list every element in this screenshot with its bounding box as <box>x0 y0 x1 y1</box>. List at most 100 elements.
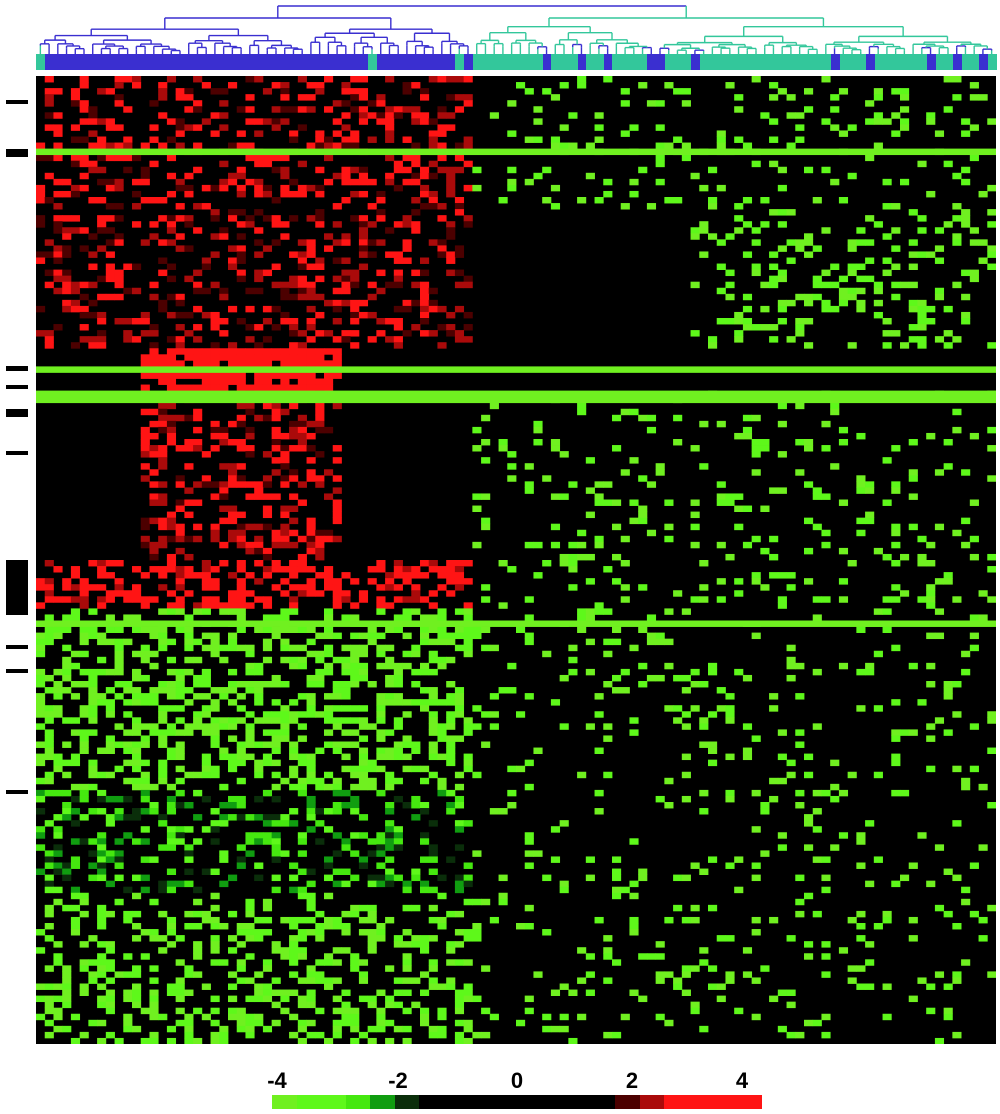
column-class-teal <box>962 54 971 70</box>
heatmap-cell <box>167 518 176 524</box>
heatmap-cell <box>376 584 385 590</box>
heatmap-cell <box>71 300 80 306</box>
heatmap-cell <box>472 723 481 729</box>
heatmap-cell <box>376 699 385 705</box>
heatmap-cell <box>961 130 970 136</box>
heatmap-cell <box>184 415 193 421</box>
heatmap-cell <box>333 276 342 282</box>
heatmap-cell <box>176 832 185 838</box>
heatmap-cell <box>141 536 150 542</box>
heatmap-cell <box>350 130 359 136</box>
heatmap-cell <box>289 475 298 481</box>
heatmap-cell <box>394 596 403 602</box>
heatmap-cell <box>176 977 185 983</box>
heatmap-cell <box>499 197 508 203</box>
heatmap-cell <box>193 427 202 433</box>
heatmap-cell <box>97 923 106 929</box>
heatmap-cell <box>132 893 141 899</box>
heatmap-cell <box>673 875 682 881</box>
heatmap-cell <box>184 106 193 112</box>
heatmap-cell <box>80 306 89 312</box>
heatmap-cell <box>211 536 220 542</box>
heatmap-cell <box>36 760 45 766</box>
heatmap-cell <box>245 354 254 360</box>
heatmap-cell <box>691 596 700 602</box>
heatmap-cell <box>88 633 97 639</box>
heatmap-cell <box>577 409 586 415</box>
heatmap-cell <box>307 457 316 463</box>
heatmap-cell <box>184 844 193 850</box>
heatmap-cell <box>961 312 970 318</box>
heatmap-cell <box>368 221 377 227</box>
heatmap-cell <box>71 681 80 687</box>
heatmap-cell <box>158 729 167 735</box>
heatmap-cell <box>341 663 350 669</box>
heatmap-cell <box>167 802 176 808</box>
heatmap-cell <box>376 100 385 106</box>
heatmap-cell <box>429 173 438 179</box>
heatmap-cell <box>350 94 359 100</box>
heatmap-cell <box>725 294 734 300</box>
heatmap-cell <box>289 179 298 185</box>
heatmap-cell <box>167 784 176 790</box>
heatmap-cell <box>647 203 656 209</box>
heatmap-cell <box>97 838 106 844</box>
heatmap-cell <box>237 681 246 687</box>
heatmap-cell <box>176 778 185 784</box>
heatmap-cell <box>158 409 167 415</box>
heatmap-cell <box>403 953 412 959</box>
heatmap-cell <box>403 941 412 947</box>
heatmap-cell <box>245 742 254 748</box>
heatmap-cell <box>961 651 970 657</box>
heatmap-cell <box>228 947 237 953</box>
heatmap-cell <box>53 953 62 959</box>
heatmap-cell <box>254 742 263 748</box>
heatmap-cell <box>245 687 254 693</box>
heatmap-cell <box>813 826 822 832</box>
heatmap-cell <box>359 959 368 965</box>
heatmap-cell <box>472 923 481 929</box>
heatmap-cell <box>891 487 900 493</box>
heatmap-cell <box>717 596 726 602</box>
heatmap-cell <box>158 457 167 463</box>
heatmap-cell <box>368 1002 377 1008</box>
heatmap-cell <box>176 372 185 378</box>
heatmap-cell <box>795 439 804 445</box>
heatmap-cell <box>115 185 124 191</box>
heatmap-cell <box>193 360 202 366</box>
heatmap-cell <box>45 856 54 862</box>
heatmap-cell <box>315 572 324 578</box>
heatmap-cell <box>123 318 132 324</box>
heatmap-cell <box>289 663 298 669</box>
column-class-blue <box>394 54 403 70</box>
column-class-teal <box>621 54 630 70</box>
heatmap-cell <box>132 935 141 941</box>
heatmap-cell <box>909 324 918 330</box>
heatmap-cell <box>176 578 185 584</box>
heatmap-cell <box>211 130 220 136</box>
heatmap-cell <box>106 614 115 620</box>
heatmap-cell <box>341 923 350 929</box>
heatmap-cell <box>141 312 150 318</box>
heatmap-cell <box>141 451 150 457</box>
heatmap-cell <box>717 542 726 548</box>
heatmap-cell <box>394 826 403 832</box>
heatmap-cell <box>769 554 778 560</box>
heatmap-cell <box>219 433 228 439</box>
heatmap-cell <box>464 717 473 723</box>
heatmap-cell <box>158 760 167 766</box>
heatmap-cell <box>245 324 254 330</box>
heatmap-cell <box>307 324 316 330</box>
heatmap-cell <box>132 778 141 784</box>
heatmap-cell <box>158 300 167 306</box>
heatmap-cell <box>62 869 71 875</box>
heatmap-cell <box>184 221 193 227</box>
heatmap-cell <box>673 984 682 990</box>
heatmap-cell <box>725 554 734 560</box>
heatmap-cell <box>106 560 115 566</box>
heatmap-cell <box>315 1032 324 1038</box>
heatmap-cell <box>202 360 211 366</box>
heatmap-cell <box>45 875 54 881</box>
heatmap-cell <box>848 245 857 251</box>
heatmap-cell <box>839 548 848 554</box>
